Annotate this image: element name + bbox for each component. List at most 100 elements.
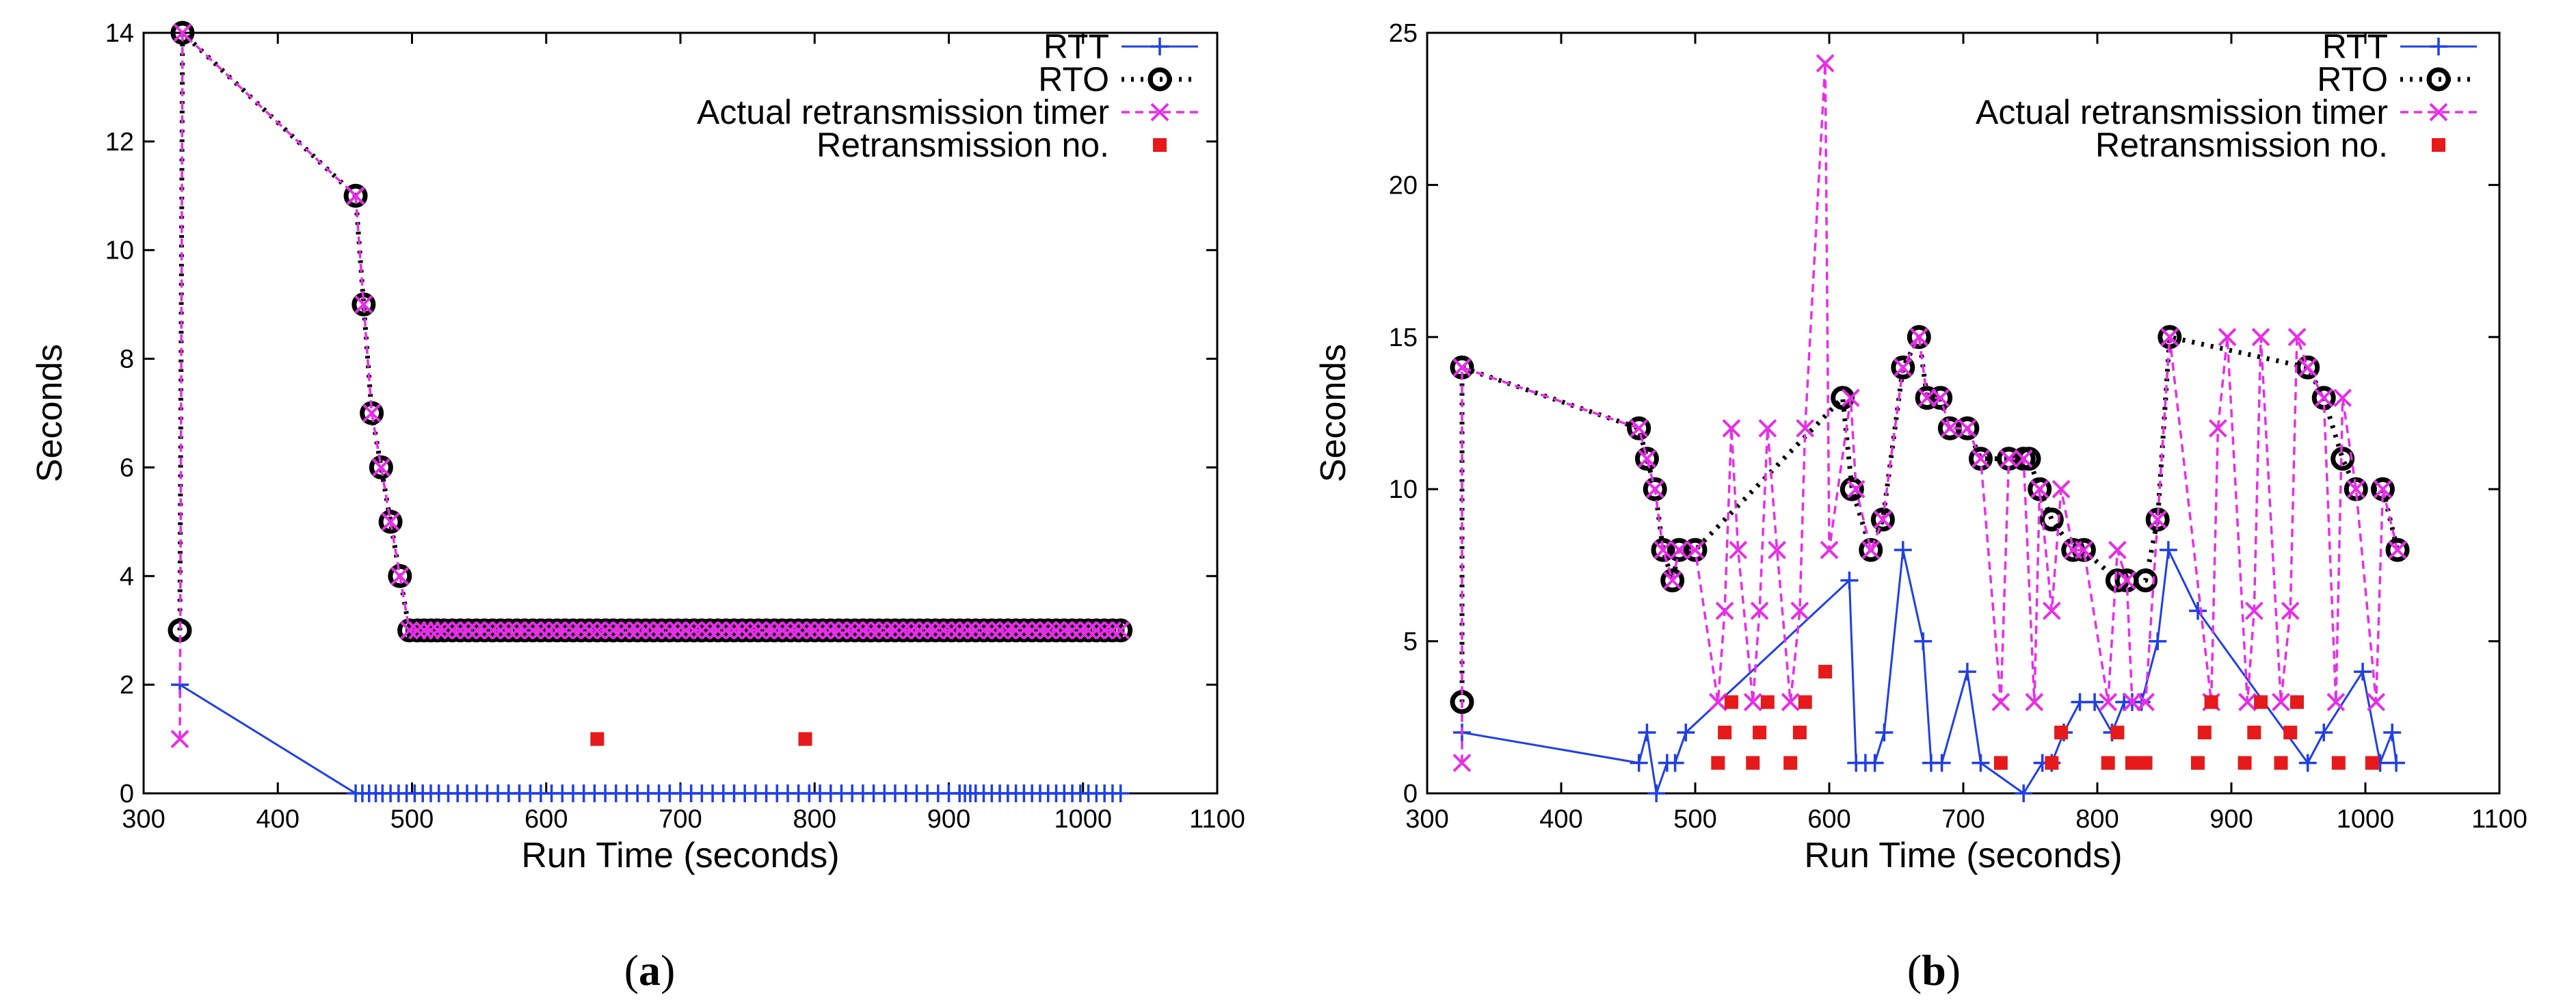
timer-point bbox=[926, 621, 945, 640]
rtt-line bbox=[179, 683, 1121, 795]
timer-point bbox=[685, 621, 704, 640]
retx-point bbox=[2191, 756, 2205, 770]
series-retx bbox=[1711, 665, 2379, 770]
retx-point bbox=[1818, 665, 1833, 679]
timer-point bbox=[2374, 479, 2392, 499]
rtt-point bbox=[1840, 571, 1859, 590]
series-timer bbox=[170, 23, 1130, 748]
timer-point bbox=[2244, 601, 2263, 620]
timer-point bbox=[362, 404, 382, 423]
rto-point bbox=[2385, 538, 2410, 562]
timer-point bbox=[652, 621, 671, 640]
timer-point bbox=[1031, 621, 1050, 640]
legend-marker-timer bbox=[2429, 103, 2448, 122]
timer-point bbox=[491, 621, 510, 640]
timer-point bbox=[2148, 510, 2167, 529]
timer-point bbox=[708, 621, 728, 640]
timer-point bbox=[540, 621, 559, 640]
rtt-point bbox=[2015, 784, 2033, 802]
legend-label-retx: Retransmission no. bbox=[2095, 126, 2388, 164]
x-tick-label: 1100 bbox=[2471, 805, 2527, 834]
timer-point bbox=[2326, 693, 2346, 711]
timer-point bbox=[381, 512, 400, 531]
x-tick-label: 1000 bbox=[1054, 805, 1112, 834]
retx-point bbox=[1783, 756, 1798, 770]
rtt-point bbox=[2383, 724, 2402, 742]
rtt-point bbox=[1111, 784, 1130, 802]
timer-point bbox=[1715, 601, 1734, 620]
legend-marker-retx bbox=[2432, 138, 2445, 152]
retx-point bbox=[1746, 756, 1760, 770]
retx-point bbox=[2247, 726, 2261, 740]
timer-point bbox=[1095, 621, 1114, 640]
rto-line bbox=[1459, 334, 2400, 702]
timer-point bbox=[1940, 419, 1959, 438]
timer-point bbox=[596, 621, 615, 640]
rto-point bbox=[1627, 416, 1651, 440]
timer-point bbox=[974, 621, 993, 640]
timer-point bbox=[451, 621, 470, 640]
timer-point bbox=[692, 621, 711, 640]
rtt-point bbox=[2387, 754, 2406, 772]
timer-point bbox=[2123, 693, 2142, 711]
legend-label-retx: Retransmission no. bbox=[816, 126, 1109, 164]
timer-point bbox=[1054, 621, 1074, 640]
x-axis-label-b: Run Time (seconds) bbox=[1804, 836, 2122, 875]
rto-point bbox=[1840, 477, 1864, 501]
x-tick-label: 900 bbox=[2209, 805, 2253, 834]
timer-point bbox=[902, 621, 920, 640]
timer-point bbox=[604, 621, 623, 640]
legend-label-rtt: RTT bbox=[1044, 27, 1109, 66]
timer-point bbox=[990, 621, 1009, 640]
y-tick-label: 5 bbox=[1403, 628, 1418, 657]
rtt-point bbox=[1958, 663, 1976, 681]
retx-point bbox=[2290, 695, 2305, 709]
timer-point bbox=[2208, 419, 2227, 438]
timer-point bbox=[483, 621, 502, 640]
timer-point bbox=[668, 621, 687, 640]
timer-point bbox=[428, 621, 447, 640]
timer-point bbox=[732, 621, 752, 640]
timer-point bbox=[813, 621, 832, 640]
y-tick-label: 25 bbox=[1389, 19, 1418, 48]
timer-point bbox=[781, 621, 800, 640]
timer-point bbox=[421, 621, 440, 640]
timer-point bbox=[1079, 621, 1098, 640]
timer-point bbox=[1768, 540, 1786, 559]
rtt-point bbox=[2315, 724, 2333, 742]
x-tick-label: 500 bbox=[1673, 805, 1716, 834]
retx-point bbox=[1792, 726, 1807, 740]
timer-point bbox=[173, 23, 192, 42]
panel-letter-a: a bbox=[639, 946, 661, 994]
timer-point bbox=[1452, 358, 1472, 377]
retx-point bbox=[1718, 726, 1732, 740]
timer-point bbox=[2298, 358, 2318, 377]
retx-point bbox=[2054, 726, 2069, 740]
timer-point bbox=[435, 621, 454, 640]
timer-point bbox=[1663, 571, 1682, 590]
legend-marker-retx bbox=[1153, 138, 1167, 152]
timer-point bbox=[2272, 693, 2290, 711]
timer-point bbox=[1654, 540, 1673, 559]
rto-point bbox=[1683, 538, 1708, 562]
timer-point bbox=[1645, 479, 1664, 499]
timer-point bbox=[1111, 621, 1130, 640]
timer-point bbox=[1841, 388, 1860, 408]
retx-point bbox=[2110, 726, 2125, 740]
y-axis-label-b: Seconds bbox=[1314, 344, 1353, 482]
timer-point bbox=[2238, 693, 2257, 711]
rtt-point bbox=[2354, 663, 2372, 681]
timer-point bbox=[2025, 693, 2044, 711]
panel-letter-b: b bbox=[1922, 946, 1946, 994]
timer-point bbox=[1816, 54, 1835, 72]
timer-point bbox=[1722, 419, 1741, 438]
timer-point bbox=[805, 621, 824, 640]
rtt-point bbox=[1894, 541, 1912, 559]
timer-point bbox=[2346, 479, 2365, 499]
rto-point bbox=[1859, 538, 1883, 562]
retx-point bbox=[1993, 756, 2008, 770]
x-tick-label: 900 bbox=[927, 805, 970, 834]
timer-point bbox=[1917, 388, 1937, 408]
retx-point bbox=[1798, 695, 1812, 709]
